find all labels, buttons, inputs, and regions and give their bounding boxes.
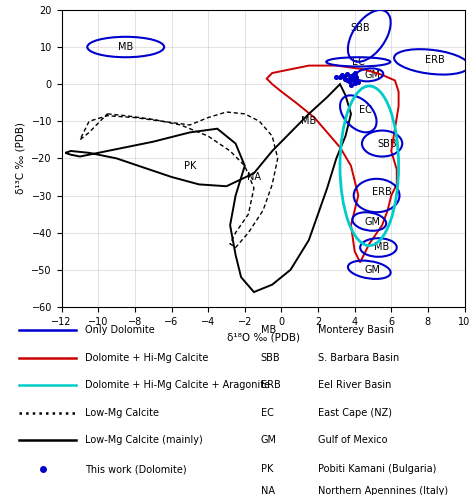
Text: Dolomite + Hi-Mg Calcite + Aragonite: Dolomite + Hi-Mg Calcite + Aragonite [85, 380, 271, 390]
Text: GM: GM [365, 70, 381, 80]
Point [336, 73, 344, 81]
Point [344, 76, 351, 84]
Text: NA: NA [261, 486, 275, 495]
Text: GM: GM [261, 435, 277, 445]
Point [353, 77, 360, 85]
Text: SBB: SBB [378, 139, 397, 148]
Text: EC: EC [352, 57, 365, 67]
Text: Northern Apennines (Italy): Northern Apennines (Italy) [318, 486, 448, 495]
Text: MB: MB [261, 325, 276, 335]
Point [342, 75, 349, 83]
Text: SBB: SBB [261, 352, 280, 363]
Text: MB: MB [301, 116, 317, 126]
Text: GM: GM [365, 216, 381, 227]
Text: This work (Dolomite): This work (Dolomite) [85, 464, 187, 474]
Text: Dolomite + Hi-Mg Calcite: Dolomite + Hi-Mg Calcite [85, 352, 209, 363]
Text: ERB: ERB [372, 187, 392, 197]
Text: ERB: ERB [261, 380, 281, 390]
Text: ERB: ERB [425, 55, 445, 65]
Point [347, 72, 355, 80]
Text: Eel River Basin: Eel River Basin [318, 380, 391, 390]
Text: Pobiti Kamani (Bulgaria): Pobiti Kamani (Bulgaria) [318, 464, 436, 474]
Point [349, 76, 356, 84]
Text: Monterey Basin: Monterey Basin [318, 325, 393, 335]
Point [351, 79, 358, 87]
Point [353, 73, 360, 81]
Text: PK: PK [183, 161, 196, 171]
Text: East Cape (NZ): East Cape (NZ) [318, 407, 392, 418]
Point [346, 77, 353, 85]
Text: NA: NA [247, 172, 261, 182]
Point [346, 75, 353, 83]
Text: EC: EC [261, 407, 273, 418]
Text: Low-Mg Calcite: Low-Mg Calcite [85, 407, 159, 418]
Point [338, 71, 346, 79]
Y-axis label: δ¹³C ‰ (PDB): δ¹³C ‰ (PDB) [16, 122, 26, 195]
Point [347, 81, 355, 89]
X-axis label: δ¹⁸O ‰ (PDB): δ¹⁸O ‰ (PDB) [227, 332, 300, 342]
Text: S. Barbara Basin: S. Barbara Basin [318, 352, 399, 363]
Text: GM: GM [365, 265, 381, 275]
Text: PK: PK [261, 464, 273, 474]
Point [340, 73, 347, 81]
Point [344, 70, 351, 78]
Text: Gulf of Mexico: Gulf of Mexico [318, 435, 387, 445]
Text: Low-Mg Calcite (mainly): Low-Mg Calcite (mainly) [85, 435, 203, 445]
Text: SBB: SBB [350, 23, 370, 34]
Point [333, 73, 340, 81]
Point [351, 69, 358, 77]
Point [355, 78, 362, 86]
Text: EC: EC [359, 105, 372, 115]
Text: Only Dolomite: Only Dolomite [85, 325, 155, 335]
Text: MB: MB [118, 42, 133, 52]
Text: MB: MB [374, 243, 390, 252]
Point [349, 71, 356, 79]
